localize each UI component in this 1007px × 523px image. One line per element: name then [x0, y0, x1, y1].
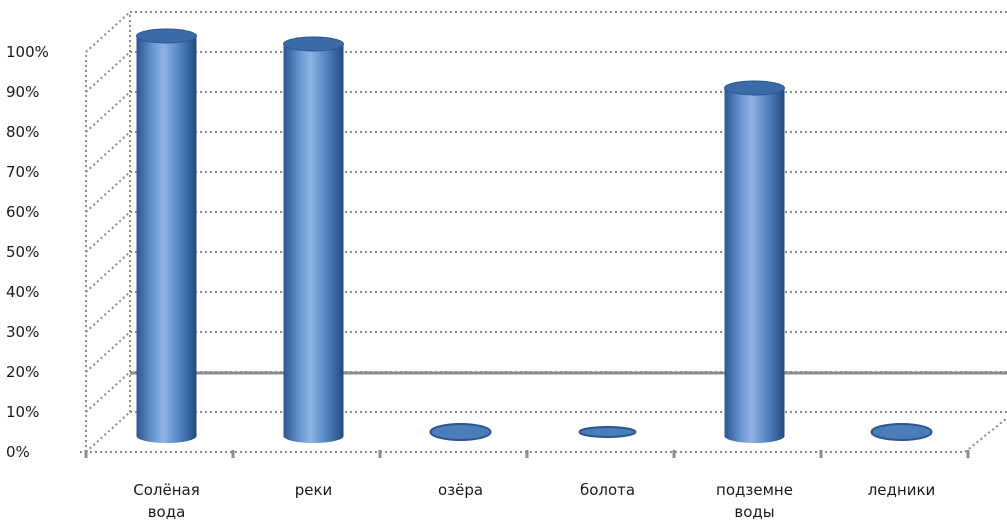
x-category-label: ледники	[868, 481, 936, 499]
axes	[80, 12, 1007, 458]
y-tick-labels: 0% 10% 20% 30% 40% 50% 60% 70% 80% 90% 100%	[6, 43, 49, 461]
gridline-side	[85, 251, 131, 293]
x-category-label: болота	[580, 481, 635, 499]
x-category-labels: Солёная вода реки озёра болота подземне воды ле…	[133, 481, 935, 521]
bar	[870, 423, 933, 441]
y-tick-label: 60%	[6, 203, 39, 221]
x-category-label: озёра	[438, 481, 483, 499]
y-tick-label: 100%	[6, 43, 49, 61]
bar	[283, 36, 344, 443]
bar-body	[136, 36, 197, 436]
bar-base	[136, 429, 197, 443]
bar-body	[724, 88, 785, 436]
gridline-side	[85, 131, 131, 173]
bars	[136, 28, 933, 443]
bar-disc	[870, 423, 933, 441]
gridline-side	[85, 91, 131, 133]
y-tick-label: 0%	[6, 443, 30, 461]
bar	[136, 28, 197, 443]
y-tick-label: 20%	[6, 363, 39, 381]
bar	[724, 80, 785, 443]
bar-top	[724, 80, 785, 96]
y-tick-label: 10%	[6, 403, 39, 421]
bar-base	[283, 429, 344, 443]
gridline-side	[85, 11, 131, 53]
bar-top	[136, 28, 197, 44]
gridline-side	[85, 171, 131, 213]
y-tick-label: 30%	[6, 323, 39, 341]
y-tick-label: 50%	[6, 243, 39, 261]
bar	[578, 426, 637, 438]
gridline-side	[85, 291, 131, 333]
y-tick-label: 70%	[6, 163, 39, 181]
gridline-side	[85, 371, 131, 413]
x-category-label: реки	[295, 481, 333, 499]
y-tick-label: 80%	[6, 123, 39, 141]
gridline-side	[85, 211, 131, 253]
bar-body	[283, 44, 344, 436]
gridlines	[85, 11, 1007, 453]
gridline-side	[85, 411, 131, 453]
x-category-label: Солёная вода	[133, 481, 200, 521]
gridline-side	[85, 331, 131, 373]
bar-base	[724, 429, 785, 443]
bar	[429, 423, 492, 441]
y-tick-label: 90%	[6, 83, 39, 101]
bar-disc	[578, 426, 637, 438]
gridline-side	[85, 51, 131, 93]
x-category-label: подземне воды	[716, 481, 793, 521]
bar-disc	[429, 423, 492, 441]
floor-side-edge	[964, 417, 1007, 453]
y-tick-label: 40%	[6, 283, 39, 301]
bar-top	[283, 36, 344, 52]
